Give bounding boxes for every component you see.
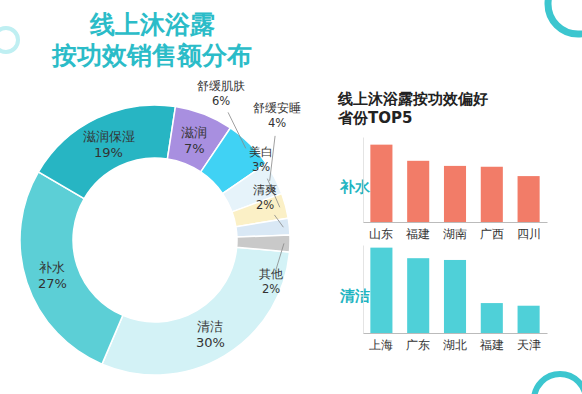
tick: 天津 (517, 338, 541, 352)
decoration (0, 0, 582, 394)
pie-title: 线上沐浴露按功效销售额分布 (51, 10, 252, 70)
bar (444, 166, 466, 222)
tick: 湖北 (443, 338, 467, 352)
slice-value: 19% (94, 145, 123, 160)
bar-panel-title: 线上沐浴露按功效偏好省份TOP5 (337, 90, 488, 127)
slice-value: 4% (268, 116, 286, 130)
bar (481, 303, 503, 333)
series-label: 清洁 (339, 287, 370, 305)
slice-value: 2% (262, 282, 280, 296)
y-axis-line (363, 246, 364, 334)
slice-category: 清洁 (197, 319, 223, 334)
slice-category: 美白 (249, 145, 273, 159)
title-line: 线上沐浴露按功效偏好 (337, 90, 488, 108)
slice-category: 滋润 (181, 125, 207, 140)
bar (370, 145, 392, 222)
y-axis (363, 138, 364, 223)
title-line: 省份TOP5 (337, 109, 412, 127)
bar (481, 167, 503, 222)
slice-category: 舒缓安睡 (253, 101, 301, 115)
title-line: 按功效销售额分布 (51, 41, 252, 70)
decoration-ring (534, 374, 582, 394)
slice (102, 247, 289, 375)
slice-category: 舒缓肌肤 (197, 79, 245, 93)
tick: 福建 (480, 338, 504, 352)
bar (518, 176, 540, 222)
tick: 广西 (480, 227, 504, 241)
tick-label: 广东 (406, 338, 430, 352)
slice-category: 清爽 (253, 183, 277, 197)
slice-value: 27% (38, 276, 67, 291)
slice-value: 30% (196, 335, 225, 350)
tick-label: 福建 (406, 227, 430, 241)
slice (20, 172, 123, 364)
slice (232, 194, 288, 227)
slice-value: 3% (252, 160, 270, 174)
y-axis (363, 246, 364, 334)
chart-root: 线上沐浴露按功效销售额分布清洁30%补水27%滋润保湿19%滋润7%舒缓肌肤6%… (0, 0, 582, 394)
slice-category: 滋润保湿 (83, 129, 135, 144)
decoration-ring (548, 0, 582, 34)
title-line: 线上沐浴露 (89, 10, 215, 39)
tick: 广东 (406, 338, 430, 352)
leader-line (274, 215, 283, 227)
slice-value: 2% (256, 198, 274, 212)
x-axis: 上海广东湖北福建天津 (364, 334, 548, 352)
bar (444, 260, 466, 333)
tick: 山东 (369, 227, 393, 241)
donut: 清洁30%补水27%滋润保湿19%滋润7%舒缓肌肤6%舒缓安睡4%美白3%清爽2… (20, 79, 301, 375)
tick: 湖南 (443, 227, 467, 241)
tick: 四川 (517, 227, 541, 241)
leader-line (228, 112, 246, 148)
slice-category: 补水 (39, 260, 65, 275)
tick: 上海 (369, 338, 393, 352)
tick-label: 广西 (480, 227, 504, 241)
tick-label: 湖北 (443, 338, 467, 352)
tick-label: 湖南 (443, 227, 467, 241)
tick-label: 四川 (517, 227, 541, 241)
slice-category: 其他 (259, 267, 283, 281)
x-axis-line (364, 222, 548, 223)
series-label: 补水 (339, 178, 371, 196)
tick-label: 山东 (369, 227, 393, 241)
tick-label: 天津 (517, 338, 541, 352)
bar (407, 258, 429, 333)
bar (518, 306, 540, 333)
slice-value: 7% (184, 141, 205, 156)
slice-value: 6% (212, 94, 230, 108)
slice (38, 105, 175, 199)
bar-chart: 补水山东福建湖南广西四川 (339, 138, 548, 241)
tick: 福建 (406, 227, 430, 241)
x-axis-line (364, 333, 548, 334)
slice-labels: 清洁30%补水27%滋润保湿19%滋润7%舒缓肌肤6%舒缓安睡4%美白3%清爽2… (38, 79, 301, 350)
bar (407, 161, 429, 222)
x-axis: 山东福建湖南广西四川 (364, 223, 548, 241)
bar-chart: 清洁上海广东湖北福建天津 (339, 246, 548, 352)
decoration-ring (0, 28, 18, 52)
tick-label: 上海 (369, 338, 393, 352)
bars (370, 248, 539, 333)
tick-label: 福建 (480, 338, 504, 352)
bar (370, 248, 392, 333)
y-axis-line (363, 138, 364, 223)
bars (370, 145, 539, 222)
slice (236, 218, 290, 237)
slices (20, 105, 290, 375)
chart-svg: 线上沐浴露按功效销售额分布清洁30%补水27%滋润保湿19%滋润7%舒缓肌肤6%… (0, 0, 582, 394)
